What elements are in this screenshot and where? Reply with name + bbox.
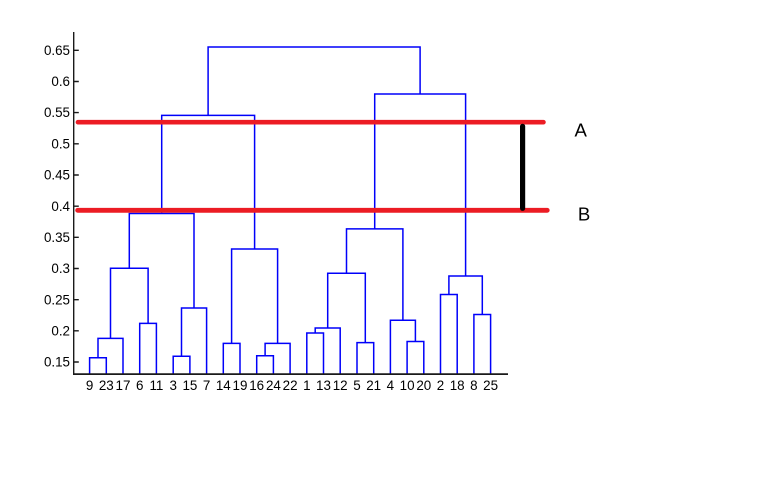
svg-text:21: 21 (366, 378, 381, 393)
svg-text:0.55: 0.55 (44, 105, 70, 120)
svg-text:2: 2 (437, 378, 444, 393)
svg-text:B: B (578, 204, 590, 225)
svg-text:25: 25 (483, 378, 498, 393)
svg-text:19: 19 (233, 378, 248, 393)
svg-text:0.15: 0.15 (44, 355, 70, 370)
svg-text:0.45: 0.45 (44, 168, 70, 183)
svg-text:0.6: 0.6 (51, 74, 70, 89)
svg-text:23: 23 (99, 378, 114, 393)
svg-text:22: 22 (283, 378, 298, 393)
svg-text:10: 10 (400, 378, 415, 393)
svg-text:13: 13 (316, 378, 331, 393)
svg-text:18: 18 (450, 378, 465, 393)
svg-text:0.4: 0.4 (51, 199, 70, 214)
svg-text:6: 6 (136, 378, 143, 393)
svg-text:0.3: 0.3 (51, 261, 70, 276)
svg-text:14: 14 (216, 378, 231, 393)
svg-text:1: 1 (303, 378, 310, 393)
svg-text:16: 16 (249, 378, 264, 393)
svg-text:5: 5 (353, 378, 360, 393)
svg-text:8: 8 (470, 378, 477, 393)
svg-text:0.25: 0.25 (44, 292, 70, 307)
svg-text:7: 7 (203, 378, 210, 393)
svg-text:15: 15 (182, 378, 197, 393)
svg-text:0.65: 0.65 (44, 43, 70, 58)
svg-text:20: 20 (416, 378, 431, 393)
svg-text:3: 3 (169, 378, 176, 393)
svg-text:11: 11 (149, 378, 163, 393)
svg-text:0.35: 0.35 (44, 230, 70, 245)
svg-text:0.5: 0.5 (51, 136, 70, 151)
svg-text:4: 4 (387, 378, 395, 393)
svg-text:A: A (575, 119, 588, 140)
svg-text:24: 24 (266, 378, 281, 393)
svg-text:9: 9 (86, 378, 93, 393)
svg-text:17: 17 (116, 378, 131, 393)
svg-text:0.2: 0.2 (51, 323, 70, 338)
svg-text:12: 12 (333, 378, 348, 393)
